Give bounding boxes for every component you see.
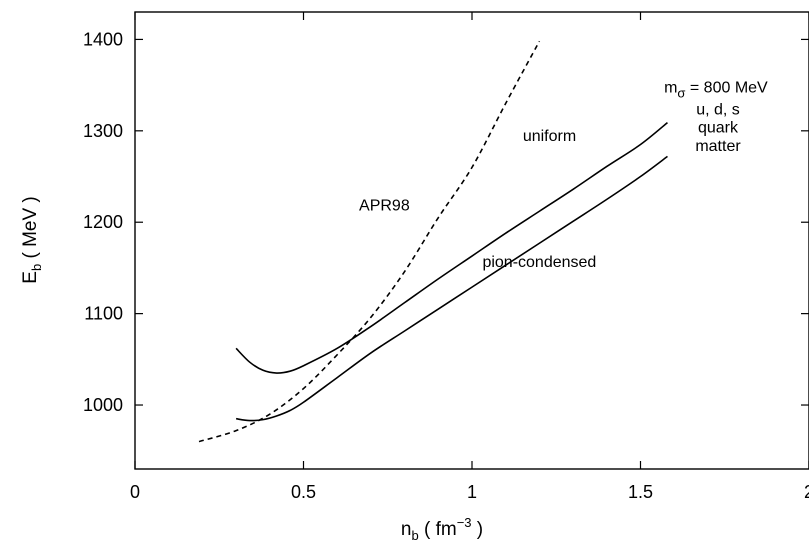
annotation-quark: quark [698,120,739,137]
annotation-matter: matter [695,138,741,155]
annotation-m-sigma: mσ = 800 MeV [664,79,768,100]
annotation-uniform: uniform [523,128,576,145]
series-uniform-line [235,121,668,374]
x-axis-title: nb ( fm−3 ) [401,515,483,543]
series-layer [198,40,668,443]
x-tick-label: 2 [804,482,809,502]
y-tick-label: 1400 [83,29,123,49]
y-tick-label: 1100 [84,304,123,324]
annotation-layer: mσ = 800 MeV u, d, s quark matter unifor… [359,79,768,271]
y-axis-ticks: 1000 1100 1200 1300 1400 [83,29,809,415]
series-pion-condensed-line [235,155,668,422]
series-apr98-line [198,40,541,443]
y-tick-label: 1000 [83,395,123,415]
annotation-uds: u, d, s [696,101,740,118]
x-tick-label: 1.5 [628,482,653,502]
y-axis-title: Eb ( MeV ) [20,196,44,283]
x-tick-label: 0 [130,482,140,502]
y-tick-label: 1200 [83,212,123,232]
x-axis-ticks: 0 0.5 1 1.5 2 [130,12,809,502]
x-tick-label: 1 [467,482,477,502]
y-tick-label: 1300 [83,121,123,141]
annotation-pion-condensed: pion-condensed [482,254,596,271]
x-tick-label: 0.5 [291,482,316,502]
annotation-apr98: APR98 [359,197,410,214]
